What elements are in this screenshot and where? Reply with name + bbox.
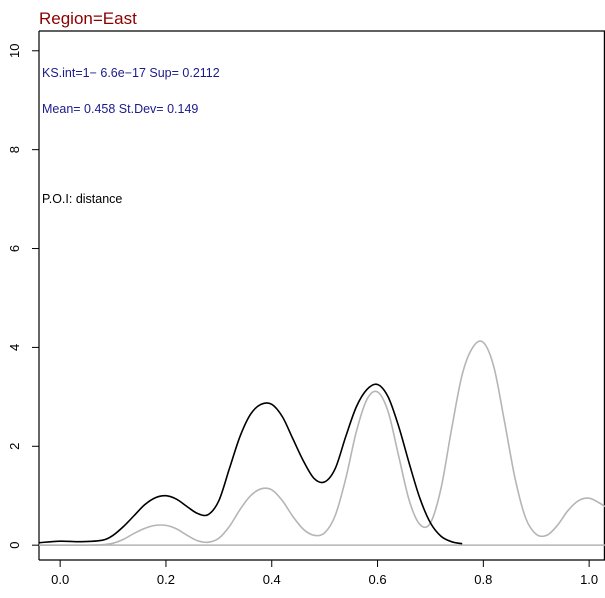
y-tick-label: 10 xyxy=(7,44,22,58)
x-tick-label: 0.8 xyxy=(474,572,492,587)
series-line-reference xyxy=(39,340,605,547)
y-axis: 0 2 4 6 8 10 xyxy=(7,44,39,549)
x-axis: 0.0 0.2 0.4 0.6 0.8 1.0 xyxy=(51,560,598,587)
mean-annotation: Mean= 0.458 St.Dev= 0.149 xyxy=(42,102,198,116)
x-tick-label: 1.0 xyxy=(580,572,598,587)
x-tick-label: 0.0 xyxy=(51,572,69,587)
poi-annotation: P.O.I: distance xyxy=(42,192,122,206)
ks-annotation: KS.int=1− 6.6e−17 Sup= 0.2112 xyxy=(42,66,220,80)
y-tick-label: 8 xyxy=(7,146,22,153)
series-layer xyxy=(39,340,605,547)
series-line-primary xyxy=(39,383,463,545)
x-tick-label: 0.6 xyxy=(369,572,387,587)
x-tick-label: 0.2 xyxy=(157,572,175,587)
x-tick-label: 0.4 xyxy=(263,572,281,587)
plot-frame xyxy=(38,30,605,561)
y-tick-label: 4 xyxy=(7,344,22,351)
y-tick-label: 2 xyxy=(7,443,22,450)
chart-title: Region=East xyxy=(39,9,137,28)
y-tick-label: 6 xyxy=(7,245,22,252)
y-tick-label: 0 xyxy=(7,542,22,549)
